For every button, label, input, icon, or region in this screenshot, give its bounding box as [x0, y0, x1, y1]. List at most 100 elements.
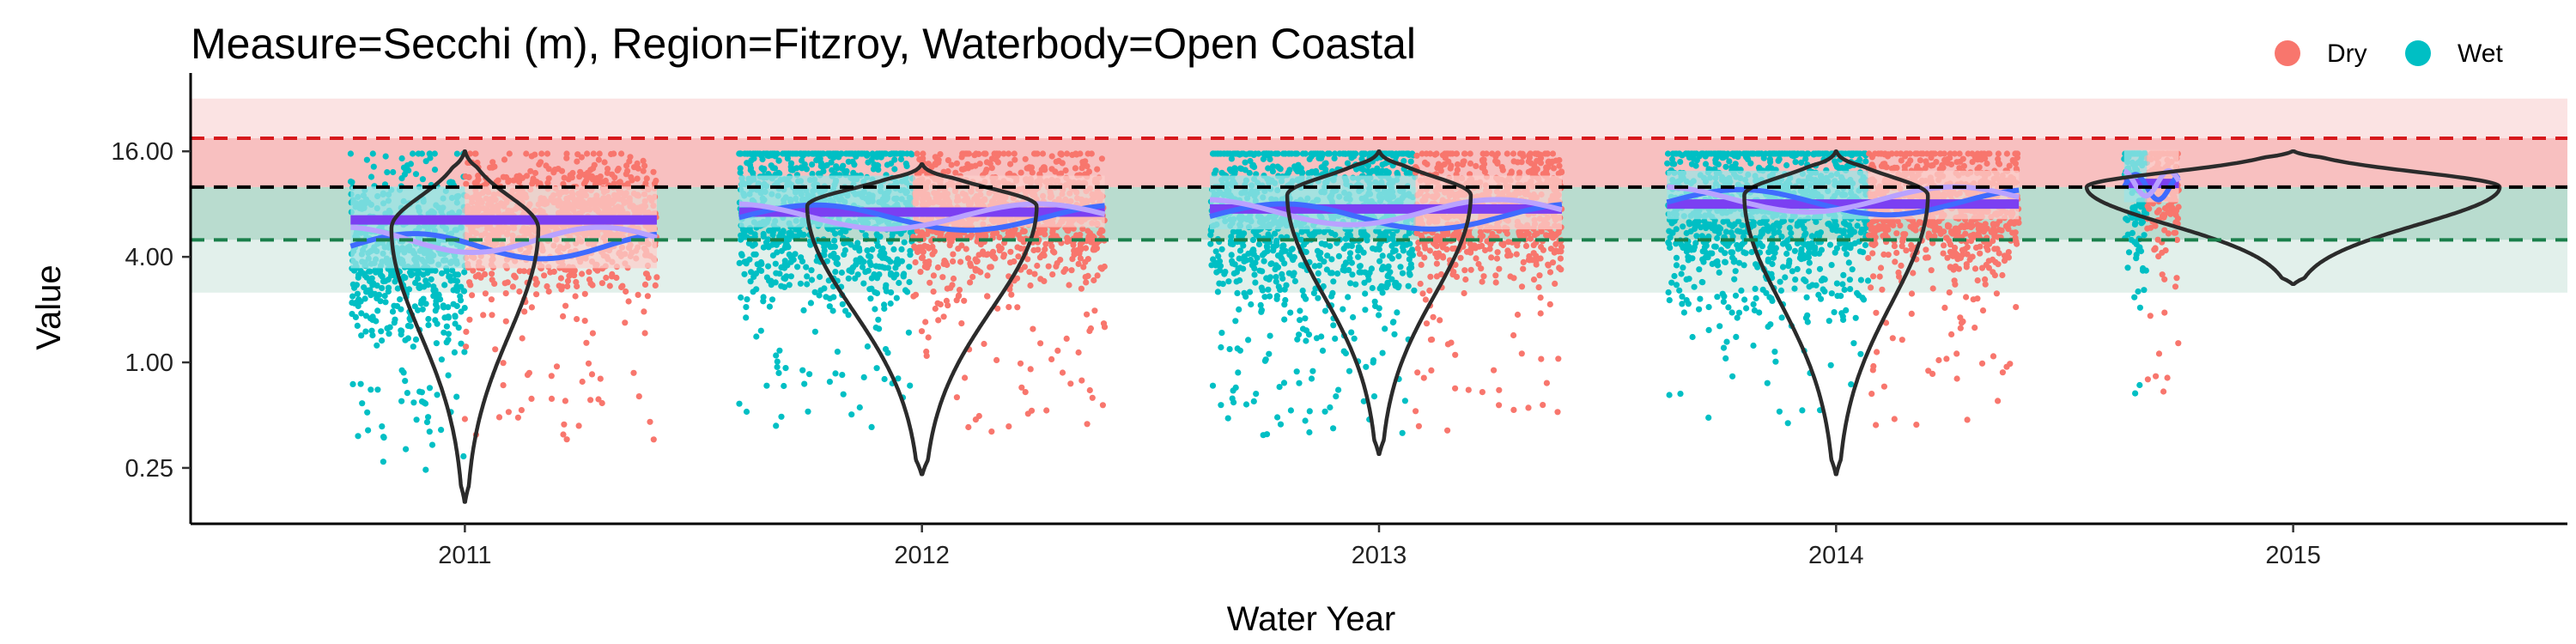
wet-point [881, 301, 888, 308]
dry-point [1077, 246, 1084, 253]
dry-point [604, 169, 611, 176]
dry-point [957, 258, 964, 265]
dry-point [586, 269, 592, 276]
dry-point [642, 270, 650, 277]
dry-point [961, 297, 968, 304]
dry-point [1088, 150, 1095, 157]
wet-point [1258, 308, 1265, 315]
wet-point [1382, 325, 1388, 332]
wet-point [1369, 284, 1376, 292]
wet-point [1395, 252, 1402, 259]
dry-point [506, 150, 513, 157]
wet-point [1277, 421, 1285, 428]
dry-point [595, 156, 603, 163]
wet-point [775, 369, 782, 376]
wet-point [1277, 166, 1284, 173]
dry-point [1086, 327, 1093, 334]
wet-point [1273, 274, 1279, 281]
wet-point [892, 264, 899, 271]
wet-point [1407, 158, 1414, 165]
wet-point [773, 270, 780, 276]
dry-point [608, 150, 615, 158]
wet-point [907, 382, 914, 389]
wet-point [1273, 295, 1280, 302]
dry-point [463, 328, 470, 335]
wet-point [363, 156, 370, 163]
dry-point [469, 292, 476, 299]
wet-point [1214, 289, 1221, 295]
dry-point [588, 371, 596, 378]
wet-point [895, 375, 902, 382]
wet-point [354, 322, 361, 329]
wet-point [1235, 265, 1242, 272]
dry-point [958, 320, 965, 327]
dry-point [1423, 150, 1430, 157]
wet-point [1370, 245, 1376, 252]
wet-point [422, 301, 429, 307]
wet-point [384, 169, 391, 176]
wet-point [1259, 287, 1267, 294]
wet-point [427, 150, 434, 157]
dry-point [924, 262, 931, 269]
wet-point [1265, 286, 1272, 293]
wet-point [838, 150, 845, 157]
dry-point [1075, 349, 1082, 356]
dry-point [524, 372, 532, 379]
wet-point [1322, 166, 1329, 173]
dry-point [566, 272, 573, 279]
dry-point [544, 283, 550, 290]
wet-point [772, 260, 779, 267]
wet-point [1281, 301, 1288, 308]
wet-point [813, 258, 820, 264]
dry-point [488, 296, 495, 303]
wet-point [745, 240, 753, 247]
dry-point [1530, 242, 1537, 249]
wet-point [906, 264, 913, 270]
dry-point [945, 302, 951, 309]
dry-point [1556, 162, 1563, 169]
dry-point [489, 312, 495, 319]
wet-point [1228, 252, 1235, 258]
dry-point [1492, 279, 1499, 286]
wet-point [873, 365, 880, 372]
wet-point [1364, 167, 1371, 174]
dry-point [919, 229, 926, 236]
wet-point [826, 379, 834, 386]
dry-point [940, 168, 947, 175]
dry-point [1433, 243, 1440, 250]
dry-point [917, 269, 924, 276]
wet-point [748, 269, 755, 276]
wet-point [1359, 150, 1366, 157]
wet-point [839, 372, 846, 379]
dry-point [581, 318, 588, 325]
wet-point [1333, 393, 1340, 400]
wet-point [437, 427, 445, 434]
wet-point [1335, 386, 1342, 393]
wet-point [425, 315, 432, 323]
dry-point [1031, 270, 1038, 277]
dry-point [465, 173, 472, 180]
dry-point [1048, 355, 1055, 362]
dry-point [1428, 367, 1435, 374]
wet-point [1269, 163, 1277, 170]
wet-point [443, 323, 451, 330]
dry-point [927, 279, 933, 286]
wet-point [1343, 242, 1350, 249]
dry-point [1504, 150, 1510, 157]
wet-point [411, 303, 418, 310]
dry-point [527, 167, 534, 174]
dry-point [1522, 242, 1530, 250]
wet-point [349, 179, 355, 185]
dry-point [1048, 243, 1055, 250]
wet-point [867, 295, 874, 302]
dry-point [613, 274, 620, 282]
wet-point [806, 371, 813, 378]
dry-point [1013, 275, 1021, 282]
wet-point [781, 382, 787, 390]
wet-point [771, 150, 778, 157]
dry-point [1068, 267, 1075, 274]
dry-point [1027, 282, 1034, 289]
dry-point [627, 154, 634, 161]
wet-point [840, 391, 847, 398]
wet-point [1405, 283, 1412, 289]
